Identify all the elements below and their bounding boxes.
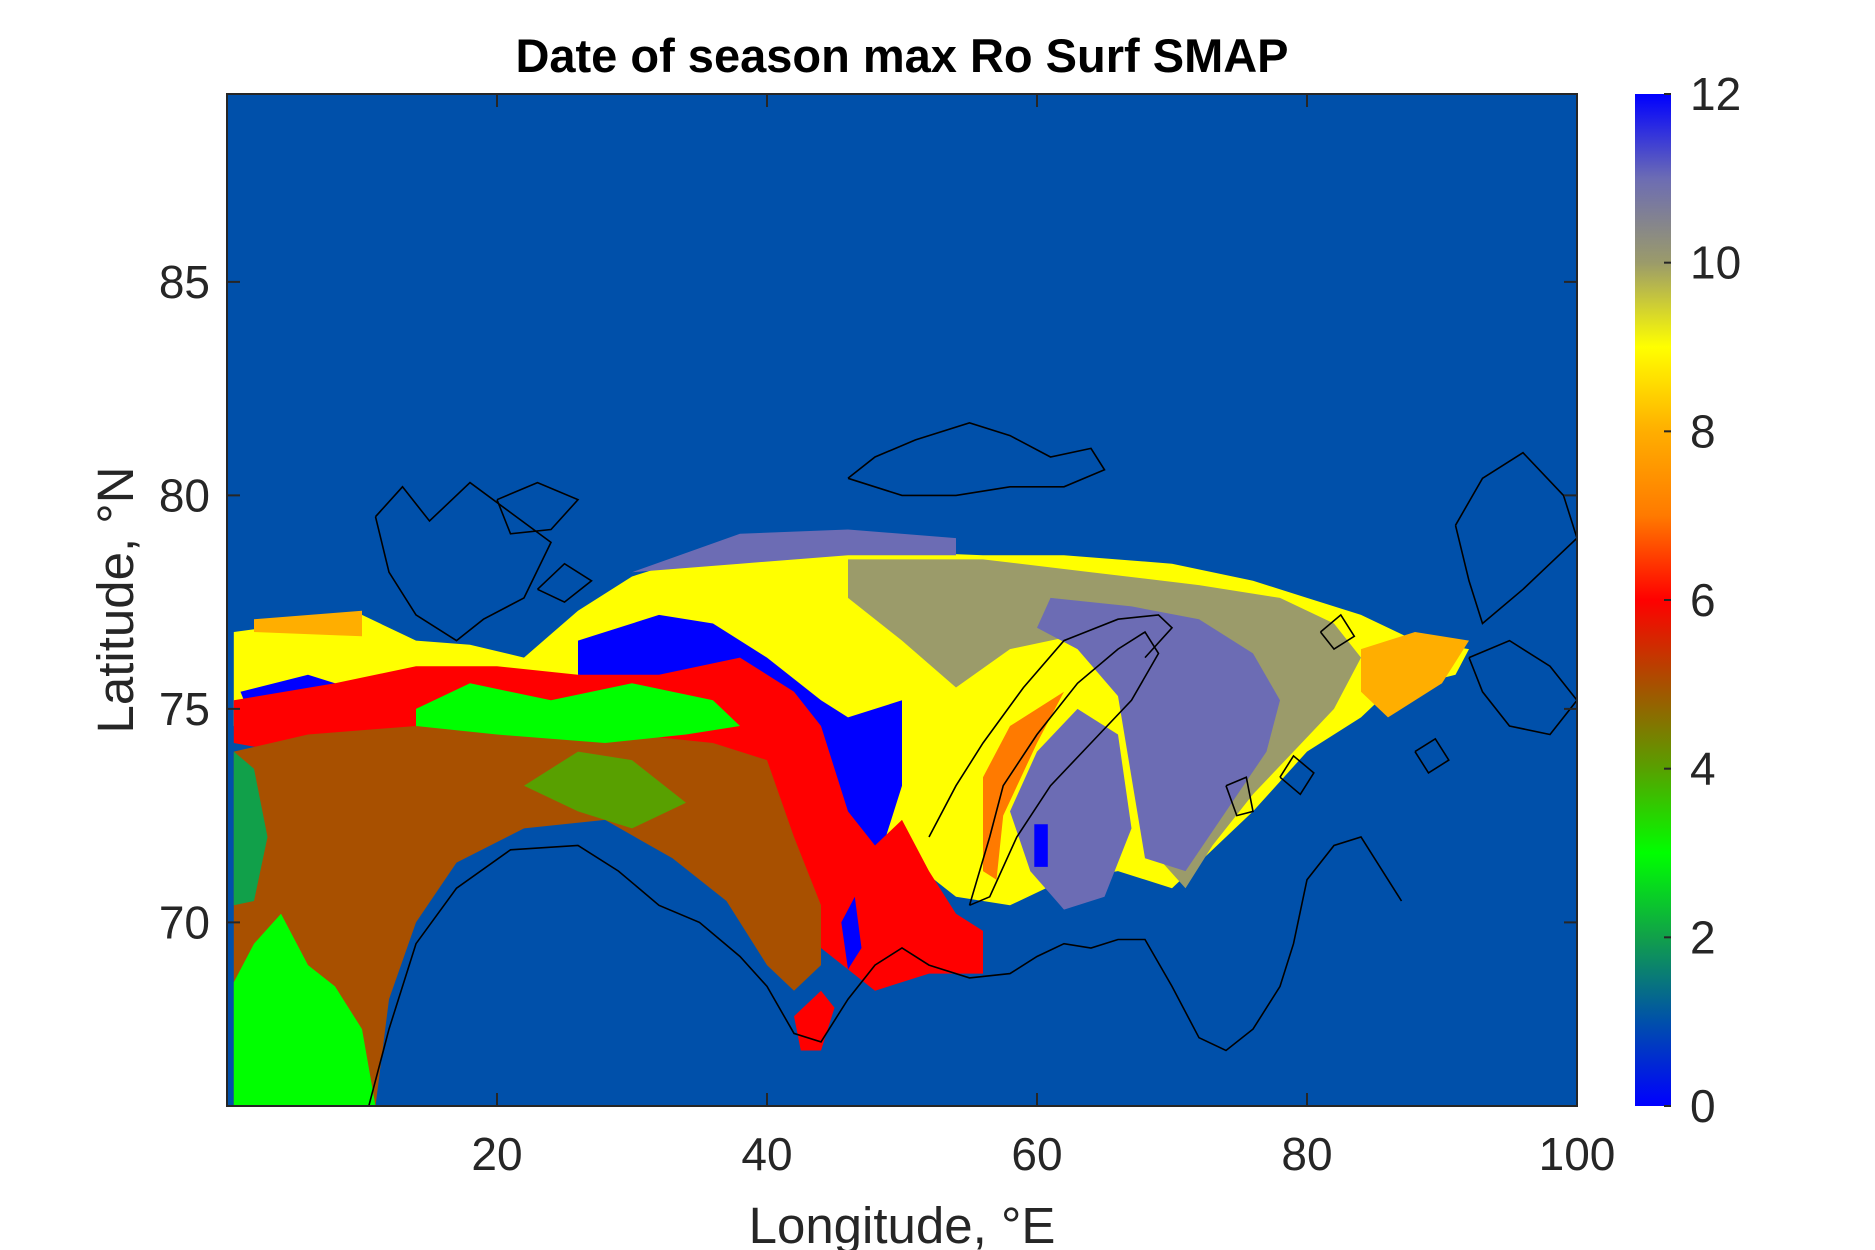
coastline-segment bbox=[1319, 613, 1356, 651]
coastline-segment bbox=[496, 481, 580, 535]
colorbar-tick-label: 12 bbox=[1690, 68, 1741, 120]
x-tick-label: 20 bbox=[471, 1128, 522, 1180]
coastline-segment bbox=[1225, 776, 1254, 817]
region-value-0 bbox=[841, 896, 862, 970]
coastline bbox=[368, 421, 1577, 1106]
y-tick-label: 75 bbox=[159, 683, 210, 735]
x-tick-label: 60 bbox=[1011, 1128, 1062, 1180]
chart-title: Date of season max Ro Surf SMAP bbox=[515, 29, 1288, 82]
region-value-3 bbox=[233, 913, 376, 1106]
y-tick-label: 80 bbox=[159, 469, 210, 521]
colorbar-tick-label: 2 bbox=[1690, 911, 1716, 963]
region-value-0 bbox=[1034, 824, 1048, 867]
y-tick-label: 85 bbox=[159, 256, 210, 308]
x-axis-ticks: 20 40 60 80 100 bbox=[471, 94, 1615, 1180]
region-value-11 bbox=[632, 529, 956, 573]
x-axis-label: Longitude, °E bbox=[749, 1197, 1056, 1250]
coastline-segment bbox=[368, 836, 1403, 1106]
colorbar-tick-label: 10 bbox=[1690, 237, 1741, 289]
region-value-7 bbox=[983, 691, 1064, 880]
coastline-segment bbox=[1454, 451, 1577, 625]
colorbar-tick-label: 6 bbox=[1690, 574, 1716, 626]
y-tick-label: 70 bbox=[159, 896, 210, 948]
x-tick-label: 80 bbox=[1281, 1128, 1332, 1180]
region-value-8 bbox=[1361, 632, 1469, 718]
plot-frame bbox=[226, 93, 1578, 1107]
colorbar-tick-label: 4 bbox=[1690, 743, 1716, 795]
coastline-segment bbox=[1279, 754, 1315, 796]
x-tick-label: 40 bbox=[741, 1128, 792, 1180]
coastline-segment bbox=[928, 614, 1174, 838]
colorbar-tick-label: 8 bbox=[1690, 405, 1716, 457]
region-value-2 bbox=[233, 751, 268, 906]
y-axis-label: Latitude, °N bbox=[87, 466, 144, 733]
y-axis-ticks: 70 75 80 85 bbox=[159, 256, 1577, 948]
coastline-segment bbox=[968, 630, 1160, 907]
coastline-segment bbox=[1468, 639, 1577, 736]
region-value-5 bbox=[233, 726, 822, 1106]
coastline-segment bbox=[1414, 737, 1450, 775]
coastline-segment bbox=[374, 481, 553, 642]
coastline-segment bbox=[847, 421, 1106, 497]
colorbar-ticks: 0 2 4 6 8 10 12 bbox=[1664, 68, 1741, 1132]
heatmap-regions bbox=[233, 529, 1469, 1106]
region-value-4 bbox=[524, 751, 686, 829]
coastline-segment bbox=[536, 562, 593, 604]
x-tick-label: 100 bbox=[1539, 1128, 1616, 1180]
colorbar-tick-label: 0 bbox=[1690, 1080, 1716, 1132]
region-value-8 bbox=[254, 610, 362, 637]
region-value-3 bbox=[416, 683, 740, 743]
